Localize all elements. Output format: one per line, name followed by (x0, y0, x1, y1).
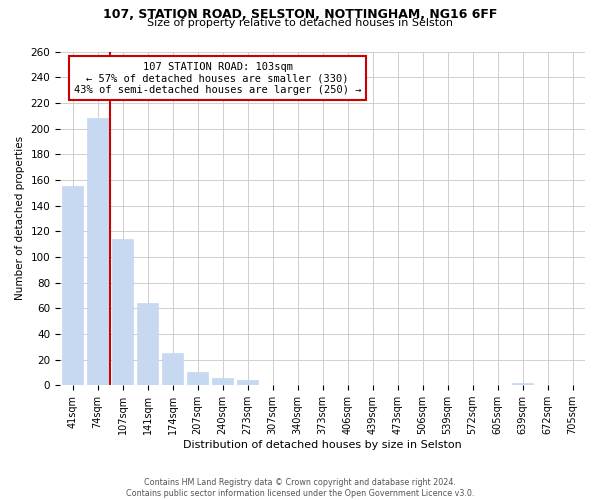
Bar (237, 380, 258, 385)
Bar (112, 239, 133, 385)
Text: 107 STATION ROAD: 103sqm
← 57% of detached houses are smaller (330)
43% of semi-: 107 STATION ROAD: 103sqm ← 57% of detach… (74, 62, 361, 94)
Y-axis label: Number of detached properties: Number of detached properties (15, 136, 25, 300)
Bar (162, 353, 183, 385)
Text: Size of property relative to detached houses in Selston: Size of property relative to detached ho… (147, 18, 453, 28)
X-axis label: Distribution of detached houses by size in Selston: Distribution of detached houses by size … (183, 440, 462, 450)
Text: Contains HM Land Registry data © Crown copyright and database right 2024.
Contai: Contains HM Land Registry data © Crown c… (126, 478, 474, 498)
Text: 107, STATION ROAD, SELSTON, NOTTINGHAM, NG16 6FF: 107, STATION ROAD, SELSTON, NOTTINGHAM, … (103, 8, 497, 20)
Bar (187, 372, 208, 385)
Bar (212, 378, 233, 385)
Bar (137, 303, 158, 385)
Bar (62, 186, 83, 385)
Bar (87, 118, 108, 385)
Bar (512, 382, 533, 385)
